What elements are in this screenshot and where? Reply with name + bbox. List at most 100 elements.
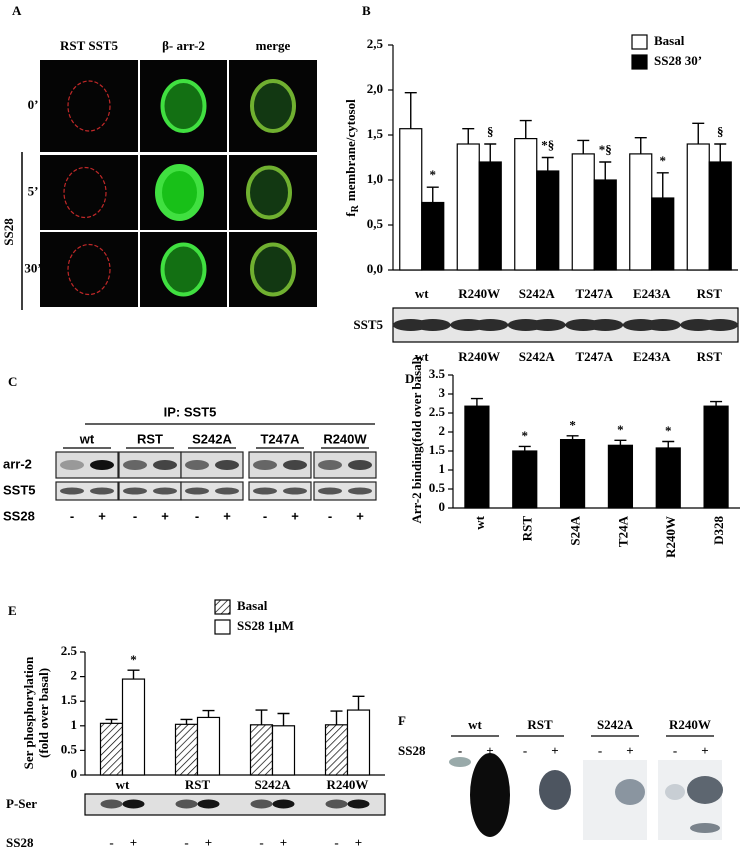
sign: + xyxy=(701,743,708,758)
y-tick-label: 2.5 xyxy=(429,404,446,419)
sign: + xyxy=(291,508,299,523)
blot-band xyxy=(348,460,372,470)
x-tick-label: R240W xyxy=(458,286,500,301)
blot-band xyxy=(587,319,624,331)
bar xyxy=(536,170,560,271)
x-tick-label: E243A xyxy=(633,286,671,301)
annotation: § xyxy=(717,124,724,139)
error-bar xyxy=(484,143,497,162)
bar xyxy=(196,716,221,776)
x-tick-label: RST xyxy=(185,777,211,792)
blot-band xyxy=(414,319,451,331)
panel-letter: B xyxy=(362,3,371,18)
error-bar xyxy=(352,695,365,711)
sign: + xyxy=(280,835,287,850)
bar xyxy=(121,678,146,776)
x-tick-label: E243A xyxy=(633,349,671,364)
bar xyxy=(593,179,617,271)
column-heading: RST SST5 xyxy=(60,38,118,53)
bar xyxy=(629,153,653,271)
cell xyxy=(67,80,111,132)
blot-band xyxy=(283,460,307,470)
error-bar xyxy=(105,718,118,724)
blot-band xyxy=(529,319,566,331)
bar xyxy=(249,724,274,776)
blot-band xyxy=(449,757,471,767)
blot-band xyxy=(539,770,571,810)
lane-label: R240W xyxy=(323,431,367,446)
error-bar xyxy=(634,137,647,154)
sign: - xyxy=(598,743,602,758)
bar xyxy=(324,724,349,776)
sign: + xyxy=(98,508,106,523)
error-bar xyxy=(599,161,612,180)
micrograph xyxy=(40,232,138,307)
y-tick-label: 1 xyxy=(439,461,446,476)
treatment-label: SS28 xyxy=(3,508,35,523)
y-tick-label: 1.5 xyxy=(61,692,78,707)
lane-label: RST xyxy=(137,431,163,446)
cell xyxy=(160,79,207,133)
blot-band xyxy=(690,823,720,833)
blot-band xyxy=(175,799,198,809)
x-tick-label: R240W xyxy=(458,349,500,364)
x-tick-label: wt xyxy=(415,286,429,301)
x-tick-label: wt xyxy=(116,777,130,792)
bar xyxy=(655,447,681,509)
error-bar xyxy=(180,718,193,725)
y-axis-label: Ser phosphorylation xyxy=(21,656,36,770)
error-bar xyxy=(518,445,531,451)
bar xyxy=(651,197,675,271)
y-tick-label: 0,0 xyxy=(367,261,383,276)
panel-letter: C xyxy=(8,374,17,389)
y-tick-label: 3.5 xyxy=(429,366,446,381)
x-tick-label: D328 xyxy=(711,516,726,545)
x-tick-label: RST xyxy=(697,286,723,301)
sign: - xyxy=(328,508,332,523)
error-bar xyxy=(426,186,439,203)
blot-band xyxy=(250,799,273,809)
x-tick-label: RST xyxy=(697,349,723,364)
legend-label: SS28 1μM xyxy=(237,618,294,633)
bar xyxy=(514,138,538,271)
blot-band xyxy=(644,319,681,331)
bar xyxy=(607,444,634,509)
error-bar xyxy=(255,709,268,725)
row-label: arr-2 xyxy=(3,456,32,471)
blot xyxy=(248,481,312,501)
annotation: * xyxy=(617,422,624,437)
error-bar xyxy=(614,439,627,446)
blot-band xyxy=(615,779,645,805)
blot-band xyxy=(123,460,147,470)
legend-swatch xyxy=(631,34,648,50)
sign: - xyxy=(259,835,263,850)
blot-band xyxy=(702,319,739,331)
group-label: SS28 xyxy=(1,218,16,246)
blot-band xyxy=(472,319,509,331)
sign: - xyxy=(523,743,527,758)
cell xyxy=(246,165,292,220)
row-label: 5’ xyxy=(28,183,39,198)
blot-band xyxy=(60,487,84,495)
y-tick-label: 2.5 xyxy=(61,643,78,658)
blot-band xyxy=(283,487,307,495)
y-tick-label: 2,5 xyxy=(367,36,384,51)
cell xyxy=(250,79,296,133)
error-bar xyxy=(470,397,483,407)
y-axis-label-subscript: R xyxy=(350,204,361,212)
error-bar xyxy=(656,172,669,198)
legend-swatch xyxy=(631,54,648,70)
legend-label: Basal xyxy=(237,598,268,613)
panel-letter: E xyxy=(8,603,17,618)
bar xyxy=(99,722,124,776)
legend-label: Basal xyxy=(654,33,685,48)
error-bar xyxy=(692,122,705,144)
blot-band xyxy=(197,799,220,809)
legend-swatch xyxy=(214,619,231,635)
x-tick-label: S242A xyxy=(519,286,556,301)
y-tick-label: 0.5 xyxy=(61,741,78,756)
bar xyxy=(559,439,586,509)
bar xyxy=(399,128,423,271)
lane-label: S242A xyxy=(192,431,232,446)
